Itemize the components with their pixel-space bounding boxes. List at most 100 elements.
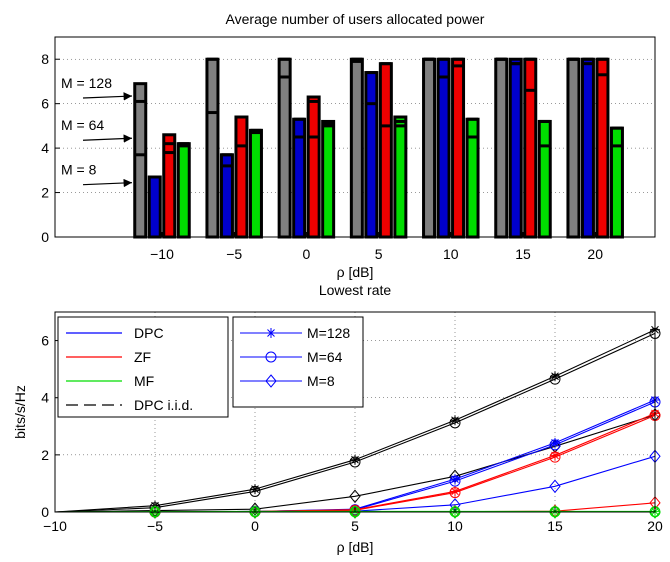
legend-label: DPC i.i.d. (134, 397, 193, 413)
line-chart-ticks: −10 −5 0 5 10 15 20 0 2 4 6 (41, 333, 663, 534)
legend-methods: DPC ZF MF DPC i.i.d. (57, 316, 229, 418)
bar (523, 57, 538, 239)
annotation-label: M = 64 (61, 117, 104, 133)
x-tick-label: −5 (226, 246, 242, 262)
bar (349, 57, 364, 239)
star-marker (450, 486, 460, 497)
star-marker (550, 450, 560, 461)
bar (537, 119, 552, 239)
bar (277, 57, 292, 239)
circle-marker (549, 439, 561, 451)
legend-box (57, 316, 229, 418)
bar-chart-ticks: 0 2 4 6 8 −10 −5 0 5 10 15 20 (41, 51, 603, 262)
bar (147, 175, 162, 239)
legend-label: ZF (134, 349, 151, 365)
bar (306, 95, 321, 239)
legend-antennas: M=128 M=64 M=8 (232, 316, 364, 408)
bar (508, 57, 523, 239)
bar (436, 57, 451, 239)
legend-label: MF (134, 373, 154, 389)
star-marker (550, 437, 560, 448)
bar (234, 115, 249, 239)
y-tick-label: 2 (41, 185, 49, 201)
star-marker (350, 454, 360, 465)
y-tick-label: 6 (41, 96, 49, 112)
line-chart-title: Lowest rate (319, 282, 392, 298)
x-tick-label: 10 (443, 246, 459, 262)
bar-chart-xlabel: ρ [dB] (337, 264, 374, 280)
annotation-label: M = 8 (61, 162, 97, 178)
x-tick-label: 20 (587, 246, 603, 262)
line-chart-xlabel: ρ [dB] (337, 539, 374, 555)
diamond-marker (249, 505, 261, 519)
x-tick-label: 15 (515, 246, 531, 262)
bar-chart-title: Average number of users allocated power (226, 11, 485, 27)
bar-chart-frame (54, 36, 656, 238)
x-tick-label: 10 (447, 518, 463, 534)
annotation-label: M = 128 (61, 75, 112, 91)
circle-marker (449, 487, 461, 499)
annotation-arrow (82, 92, 133, 101)
annotation-arrow (82, 134, 133, 143)
bar (205, 57, 220, 239)
x-tick-label: −10 (43, 518, 67, 534)
x-tick-label: −10 (150, 246, 174, 262)
circle-marker (249, 485, 261, 497)
bar (378, 62, 393, 239)
diamond-marker (649, 505, 661, 519)
bar (451, 57, 466, 239)
legend-label: M=8 (307, 373, 335, 389)
legend-box (232, 316, 364, 408)
x-tick-label: 15 (547, 518, 563, 534)
y-tick-label: 4 (41, 140, 49, 156)
circle-marker (549, 373, 561, 385)
y-tick-label: 6 (41, 333, 49, 349)
legend-label: DPC (134, 325, 164, 341)
circle-marker (449, 417, 461, 429)
star-marker (450, 474, 460, 485)
x-tick-label: 5 (351, 518, 359, 534)
x-tick-label: 0 (303, 246, 311, 262)
y-tick-label: 8 (41, 51, 49, 67)
y-tick-label: 4 (41, 390, 49, 406)
x-tick-label: 0 (251, 518, 259, 534)
bar (364, 71, 379, 239)
bar (566, 57, 581, 239)
y-tick-label: 2 (41, 447, 49, 463)
y-tick-label: 0 (41, 504, 49, 520)
circle-marker (349, 456, 361, 468)
bar (494, 57, 509, 239)
bar (422, 57, 437, 239)
circle-marker (449, 475, 461, 487)
x-tick-label: 5 (375, 246, 383, 262)
x-tick-label: 20 (647, 518, 663, 534)
y-tick-label: 0 (41, 229, 49, 245)
bar (176, 142, 191, 239)
diamond-marker (349, 489, 361, 504)
diamond-marker (449, 505, 461, 519)
x-tick-label: −5 (147, 518, 163, 534)
star-marker (550, 371, 560, 382)
star-marker (266, 328, 276, 338)
circle-marker (265, 351, 277, 363)
diamond-marker (549, 505, 561, 519)
bar (162, 133, 177, 239)
diamond-marker (549, 479, 561, 494)
line-chart-ylabel: bits/s/Hz (12, 385, 28, 439)
star-marker (250, 484, 260, 495)
diamond-marker (349, 505, 361, 519)
circle-marker (549, 451, 561, 463)
legend-label: M=64 (307, 349, 343, 365)
diamond-marker (265, 374, 277, 388)
bar (321, 119, 336, 239)
bar (595, 57, 610, 239)
bar (580, 57, 595, 239)
star-marker (450, 415, 460, 426)
legend-label: M=128 (307, 325, 350, 341)
annotation-arrow (82, 178, 133, 188)
bar (393, 115, 408, 239)
bar-chart-annotations: M = 128 M = 64 M = 8 (61, 75, 133, 188)
bar (248, 128, 263, 239)
bar (133, 82, 148, 239)
